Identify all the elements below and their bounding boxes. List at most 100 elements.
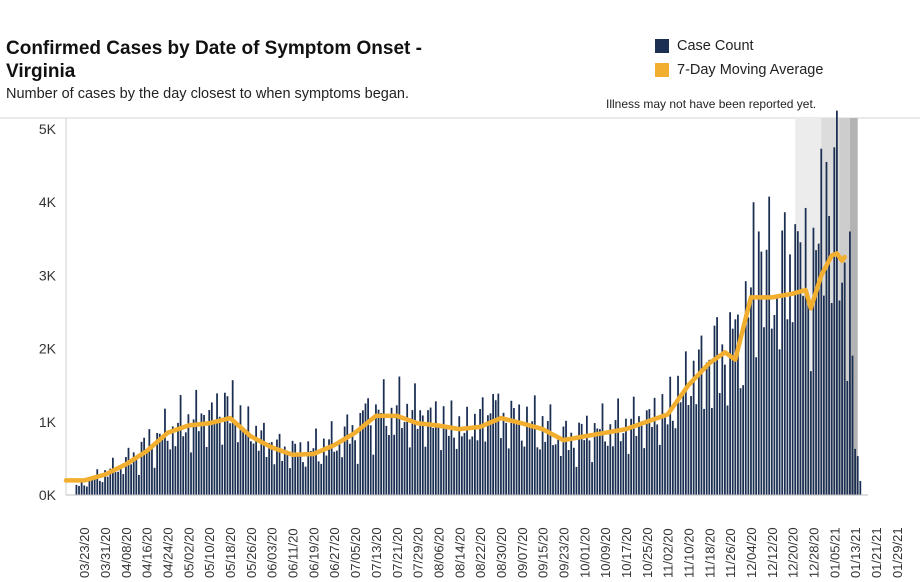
case-count-bar (700, 335, 703, 495)
case-count-bar (338, 441, 341, 495)
case-count-bar (362, 410, 364, 495)
case-count-bar (549, 404, 552, 495)
x-tick-label: 10/25/20 (640, 527, 655, 578)
case-count-bar (388, 435, 390, 495)
x-tick-label: 06/03/20 (265, 527, 280, 578)
case-count-bar (812, 227, 815, 496)
case-count-bar (833, 147, 836, 496)
x-tick-label: 03/31/20 (98, 527, 113, 578)
case-count-bar (473, 413, 476, 495)
x-tick-label: 12/28/20 (807, 527, 822, 578)
case-count-bar (682, 392, 685, 495)
case-count-bar (710, 407, 713, 495)
case-count-bar (849, 231, 851, 496)
case-count-bar (523, 446, 526, 495)
case-count-bar (408, 447, 411, 495)
x-tick-label: 08/06/20 (431, 527, 446, 578)
case-count-bar (151, 445, 153, 495)
case-count-bar (674, 428, 677, 495)
chart-subtitle: Number of cases by the day closest to wh… (6, 86, 409, 102)
case-count-bar (703, 408, 705, 495)
case-count-bar (250, 441, 252, 495)
case-count-bar (315, 428, 317, 495)
case-count-bar (320, 463, 323, 495)
case-count-bar (604, 441, 606, 495)
case-count-bar (518, 404, 521, 495)
case-count-bar (601, 403, 604, 495)
case-count-bar (166, 440, 169, 495)
case-count-bar (419, 410, 422, 495)
case-count-bar (739, 388, 742, 495)
case-count-bar (216, 393, 218, 495)
case-count-bar (218, 416, 221, 495)
case-count-bar (270, 442, 273, 495)
case-count-bar (822, 295, 825, 495)
case-count-bar (104, 470, 106, 495)
case-count-bar (651, 426, 653, 495)
case-count-bar (752, 202, 755, 495)
case-count-bar (135, 459, 138, 495)
case-count-bar (192, 419, 195, 495)
x-tick-label: 05/26/20 (244, 527, 259, 578)
y-tick-label: 4K (39, 194, 57, 210)
case-count-bar (830, 303, 833, 495)
case-count-bar (856, 456, 859, 495)
case-count-bar (312, 448, 315, 495)
case-count-bar (200, 413, 203, 495)
case-count-bar (187, 414, 190, 495)
case-count-bar (382, 379, 385, 495)
x-tick-label: 11/18/20 (702, 528, 717, 578)
case-count-bar (742, 385, 745, 495)
case-count-bar (554, 444, 557, 495)
case-count-bar (635, 435, 638, 495)
case-count-bar (619, 441, 622, 495)
x-tick-label: 07/05/20 (348, 527, 363, 578)
case-count-bar (567, 450, 570, 495)
case-count-bar (367, 398, 369, 495)
case-count-bar (393, 434, 396, 495)
case-count-bar (854, 448, 857, 495)
case-count-bar (174, 446, 177, 495)
case-count-bar (281, 460, 284, 495)
case-count-bar (656, 424, 659, 495)
case-count-bar (130, 464, 132, 495)
case-count-bar (807, 302, 810, 495)
case-count-bar (750, 287, 752, 495)
case-count-bar (307, 441, 310, 495)
case-count-bar (612, 446, 614, 495)
case-count-bar (789, 254, 791, 495)
case-count-bar (208, 410, 211, 495)
case-count-bar (666, 424, 669, 495)
case-count-bar (591, 462, 593, 495)
case-count-bar (622, 433, 625, 495)
case-count-bar (638, 416, 640, 495)
case-count-bar (817, 243, 820, 495)
case-count-bar (476, 440, 479, 495)
case-count-bar (851, 355, 854, 495)
case-count-bar (804, 207, 807, 495)
case-count-bar (221, 444, 224, 495)
case-count-bar (437, 426, 440, 495)
case-count-bar (593, 423, 596, 495)
case-count-bar (398, 376, 401, 495)
case-count-bar (440, 450, 442, 495)
case-count-bar (671, 420, 674, 495)
case-count-bar (481, 397, 484, 495)
case-count-bar (599, 429, 601, 495)
case-count-bar (791, 322, 794, 495)
case-count-bar (265, 457, 268, 495)
case-count-bar (737, 314, 739, 495)
case-count-bar (692, 360, 695, 495)
case-count-bar (182, 436, 185, 495)
case-count-bar (580, 423, 583, 495)
x-tick-label: 08/14/20 (452, 527, 467, 578)
x-tick-label: 04/24/20 (161, 527, 176, 578)
case-count-bar (744, 281, 747, 495)
case-count-bar (838, 300, 841, 495)
case-count-bar (677, 375, 679, 495)
case-count-bar (302, 462, 304, 495)
case-count-bar (372, 454, 375, 495)
case-count-bar (565, 420, 567, 495)
y-tick-label: 2K (39, 341, 57, 357)
case-count-bar (768, 196, 771, 496)
